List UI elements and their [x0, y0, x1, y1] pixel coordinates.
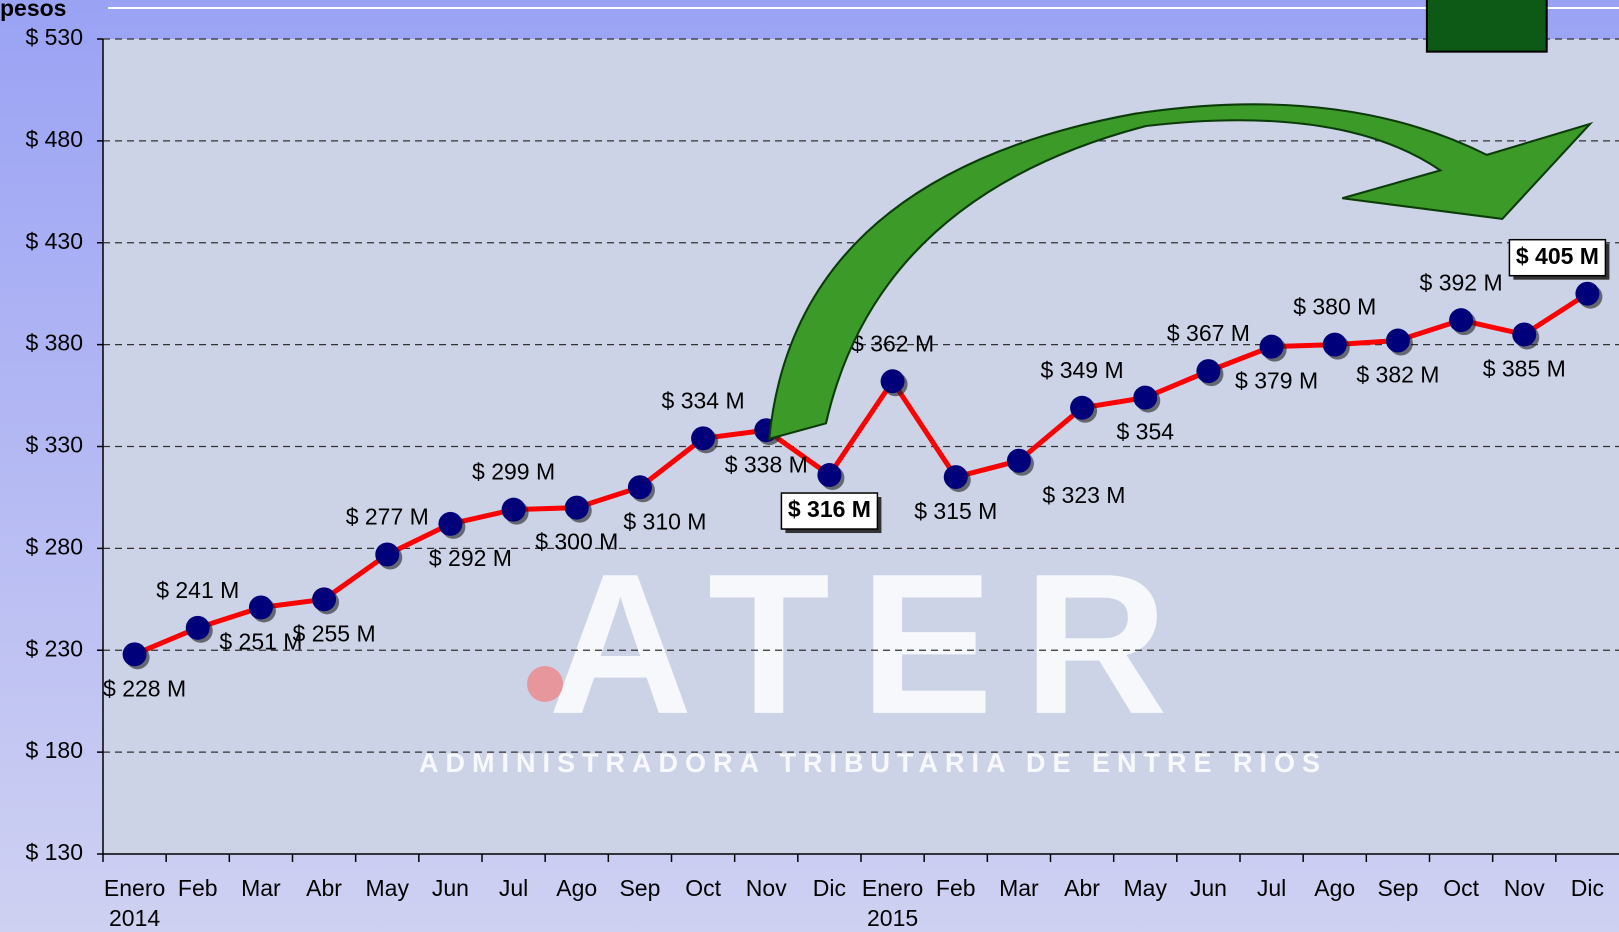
marker	[185, 615, 210, 640]
x-tick-label: Oct	[685, 875, 721, 901]
marker	[564, 495, 589, 520]
y-tick-label: $ 230	[25, 635, 83, 661]
marker	[501, 497, 526, 522]
marker	[1575, 281, 1600, 306]
arrow	[768, 103, 1594, 441]
value-label: $ 338 M	[725, 451, 808, 477]
marker	[1322, 332, 1347, 357]
value-label: $ 323 M	[1042, 482, 1125, 508]
label-box	[780, 492, 879, 530]
y-tick-label: $ 480	[25, 126, 83, 152]
x-tick-label: Dic	[813, 875, 846, 901]
y-axis-label: pesos	[0, 0, 66, 21]
value-label-box: $ 405 M	[1508, 238, 1610, 280]
marker	[312, 587, 337, 612]
x-tick-label: Enero 2014	[104, 875, 165, 931]
value-label: $ 354	[1116, 419, 1174, 445]
y-tick-label: $ 130	[25, 839, 83, 865]
x-tick-label: Nov	[1504, 875, 1545, 901]
y-tick-label: $ 280	[25, 533, 83, 559]
watermark-dot	[527, 666, 563, 702]
x-tick-label: Feb	[936, 875, 976, 901]
y-tick-label: $ 330	[25, 432, 83, 458]
watermark-logo: ATER	[548, 533, 1198, 756]
x-tick-label: Mar	[241, 875, 281, 901]
value-label: $ 255 M	[293, 620, 376, 646]
marker	[1259, 334, 1284, 359]
value-label: $ 251 M	[219, 629, 302, 655]
x-tick-label: Jun	[1190, 875, 1227, 901]
marker	[375, 542, 400, 567]
value-label: $ 382 M	[1356, 362, 1439, 388]
x-tick-label: May	[1124, 875, 1168, 901]
marker	[122, 642, 147, 667]
marker	[943, 465, 968, 490]
value-label: $ 379 M	[1235, 368, 1318, 394]
value-label: $ 349 M	[1041, 357, 1124, 383]
marker	[817, 463, 842, 488]
value-label: $ 310 M	[623, 508, 706, 534]
value-label: $ 362 M	[851, 330, 934, 356]
x-tick-label: Jun	[432, 875, 469, 901]
x-tick-label: Nov	[746, 875, 787, 901]
x-tick-label: Ago	[1314, 875, 1355, 901]
x-tick-label: Feb	[178, 875, 218, 901]
marker	[1133, 385, 1158, 410]
marker	[248, 595, 273, 620]
marker	[438, 511, 463, 536]
y-tick-label: $ 530	[25, 24, 83, 50]
green-box	[1425, 0, 1548, 53]
marker	[1070, 395, 1095, 420]
marker	[1449, 308, 1474, 333]
marker	[627, 475, 652, 500]
marker	[880, 369, 905, 394]
x-tick-label: Abr	[306, 875, 342, 901]
value-label: $ 315 M	[914, 498, 997, 524]
value-label: $ 300 M	[535, 529, 618, 555]
value-label-box: $ 316 M	[780, 492, 882, 534]
value-label: $ 380 M	[1293, 294, 1376, 320]
x-tick-label: Ago	[556, 875, 597, 901]
value-label: $ 392 M	[1420, 269, 1503, 295]
value-label: $ 316 M	[788, 496, 871, 522]
value-label: $ 228 M	[103, 675, 186, 701]
x-tick-label: Enero 2015	[862, 875, 923, 931]
value-label: $ 334 M	[662, 387, 745, 413]
value-label: $ 241 M	[156, 577, 239, 603]
x-tick-label: Sep	[1377, 875, 1418, 901]
x-tick-label: Dic	[1571, 875, 1604, 901]
x-tick-label: Jul	[499, 875, 528, 901]
marker	[1196, 359, 1221, 384]
marker	[1385, 328, 1410, 353]
marker	[691, 426, 716, 451]
marker	[1512, 322, 1537, 347]
watermark-subtitle: ADMINISTRADORA TRIBUTARIA DE ENTRE RIOS	[419, 748, 1327, 778]
label-box	[1508, 238, 1607, 277]
value-label: $ 385 M	[1483, 356, 1566, 382]
x-tick-label: Sep	[619, 875, 660, 901]
x-tick-label: Oct	[1443, 875, 1479, 901]
x-tick-label: Mar	[999, 875, 1039, 901]
value-label: $ 405 M	[1516, 243, 1599, 269]
y-tick-label: $ 180	[25, 737, 83, 763]
y-tick-label: $ 380	[25, 330, 83, 356]
value-label: $ 292 M	[429, 545, 512, 571]
marker	[1006, 448, 1031, 473]
value-label: $ 299 M	[472, 459, 555, 485]
x-tick-label: May	[366, 875, 410, 901]
value-label: $ 367 M	[1167, 320, 1250, 346]
y-tick-label: $ 430	[25, 228, 83, 254]
value-label: $ 277 M	[346, 504, 429, 530]
x-tick-label: Abr	[1064, 875, 1100, 901]
plot: $ 130 $ 180 $ 230 $ 280 $ 330 $ 380 $ 430 $ 480…	[25, 24, 1619, 931]
decoration	[768, 0, 1594, 441]
x-tick-label: Jul	[1257, 875, 1286, 901]
